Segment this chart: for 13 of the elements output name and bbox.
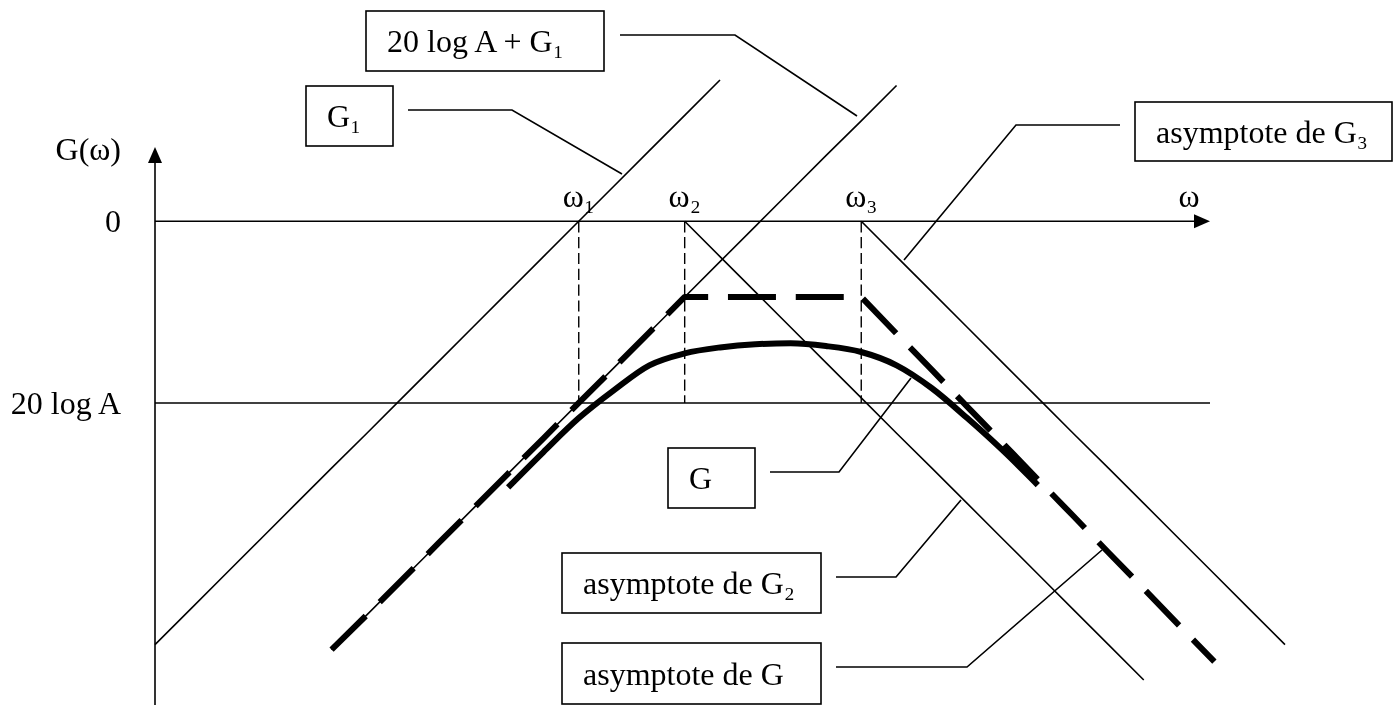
x-tick-label: ω₃ <box>845 178 878 215</box>
text: 0 <box>105 203 121 240</box>
text: G₁ <box>327 98 362 134</box>
ref-line-label: 20 log A <box>10 384 121 421</box>
text: asymptote de G <box>583 655 784 692</box>
text: 20 log A + G₁ <box>387 23 564 59</box>
text: asymptote de G₂ <box>583 565 795 601</box>
y-axis-title: G(ω) <box>55 131 121 167</box>
x-tick-label: ω₁ <box>562 178 595 215</box>
x-tick-label: ω₂ <box>668 178 701 215</box>
text: G <box>689 460 713 496</box>
text: asymptote de G₃ <box>1156 113 1368 150</box>
x-axis-title: ω <box>1178 178 1200 215</box>
